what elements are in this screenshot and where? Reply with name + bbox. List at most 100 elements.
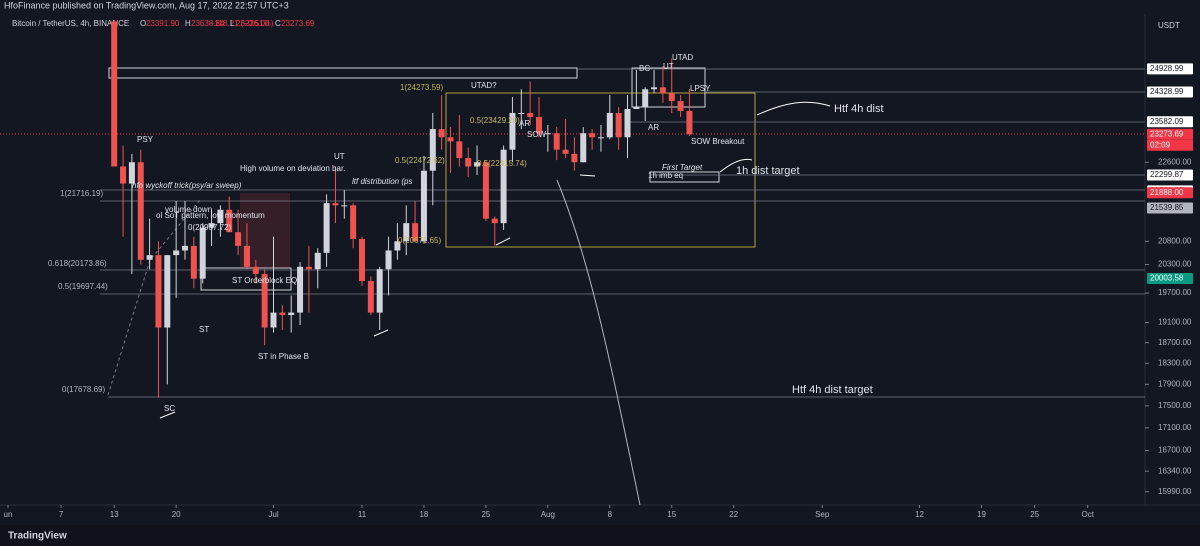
candle-body <box>217 209 224 224</box>
candle-body <box>527 112 534 117</box>
annotation: UTAD <box>672 53 693 62</box>
price-label: 21539.85 <box>1150 203 1184 212</box>
annotation: High volume on deviation bar. <box>240 164 345 173</box>
candle-body <box>314 252 321 270</box>
candle-body <box>597 137 604 139</box>
level-lines <box>100 68 1145 398</box>
arrow <box>159 174 596 419</box>
annotation: ltf distribution (ps <box>352 177 412 186</box>
price-label-box <box>1147 128 1193 140</box>
annotation: BC <box>639 64 650 73</box>
candle-body <box>137 162 144 260</box>
publish-note: HfoFinance published on TradingView.com,… <box>4 0 289 10</box>
x-tick-label: 11 <box>358 510 367 519</box>
countdown: 02:09 <box>1150 140 1171 149</box>
candle-body <box>438 129 445 138</box>
candle-body <box>491 218 498 224</box>
range-box <box>445 92 756 248</box>
x-tick-label: un <box>4 510 13 519</box>
annotation: 0.5(22415.74) <box>477 159 527 168</box>
x-tick-label: 20 <box>172 510 181 519</box>
candle-body <box>323 203 330 253</box>
annotation: 0(17678.69) <box>62 385 105 394</box>
candle-body <box>456 141 463 159</box>
candle-body <box>394 241 401 251</box>
zone-box <box>649 171 720 183</box>
price-label: 24328.99 <box>1150 87 1184 96</box>
price-label: 24928.99 <box>1150 64 1184 73</box>
x-tick-label: Aug <box>541 510 555 519</box>
candle-body <box>155 255 162 328</box>
annotation: SOW <box>527 130 547 139</box>
price-label-box <box>1147 272 1193 284</box>
candle-body <box>235 232 242 246</box>
candle-body <box>686 110 693 135</box>
candle-body <box>385 250 392 270</box>
candle-body <box>420 170 427 242</box>
x-tick-label: Oct <box>1081 510 1094 519</box>
legend-key: H <box>185 19 191 28</box>
candle-body <box>615 112 622 138</box>
candle-body <box>261 273 268 328</box>
candle-body <box>606 112 613 138</box>
candle-body <box>297 266 304 313</box>
candle-body <box>659 87 666 94</box>
candle-body <box>624 108 631 138</box>
candle-body <box>553 133 560 150</box>
annotation: 1h dist target <box>736 165 800 177</box>
y-tick-label: 17500.00 <box>1158 401 1192 410</box>
candle-body <box>173 250 180 256</box>
price-label-box <box>1147 86 1193 98</box>
candle-body <box>305 266 312 270</box>
candle-body <box>270 312 277 328</box>
candle-body <box>111 21 118 167</box>
candle-body <box>164 255 171 328</box>
x-tick-label: 7 <box>59 510 64 519</box>
y-tick-label: 19700.00 <box>1158 288 1192 297</box>
x-tick-label: 25 <box>481 510 490 519</box>
x-tick-label: 22 <box>729 510 738 519</box>
annotation: SOW Breakout <box>691 137 745 146</box>
candle-body <box>447 137 454 142</box>
symbol-title: Bitcoin / TetherUS, 4h, BINANCE <box>12 19 129 28</box>
y-tick-label: 20300.00 <box>1158 260 1192 269</box>
candle-body <box>500 149 507 224</box>
annotation: AR <box>648 123 659 132</box>
annotation: 0.5(23429.20) <box>470 116 520 125</box>
candle-body <box>589 133 596 138</box>
candle-body <box>571 153 578 163</box>
legend-key: L <box>230 19 235 28</box>
candle-body <box>465 158 472 167</box>
candle-body <box>544 133 551 135</box>
candle-body <box>580 133 587 163</box>
candle-body <box>226 209 233 233</box>
candle-body <box>482 162 489 219</box>
candle-body <box>243 245 250 267</box>
price-label: 23582.09 <box>1150 117 1184 126</box>
price-label-box <box>1147 63 1193 75</box>
annotation: ST <box>199 325 209 334</box>
candle-body <box>668 93 675 102</box>
zone-box <box>200 267 292 291</box>
candle-body <box>642 89 649 107</box>
y-tick-label: 16340.00 <box>1158 466 1192 475</box>
annotation: 1h imb eq <box>648 171 683 180</box>
y-tick-label: 17900.00 <box>1158 379 1192 388</box>
annotation: ol SoT pattern, low momentum <box>156 211 265 220</box>
candle-body <box>474 162 481 167</box>
annotation: 0.5(22472.62) <box>395 156 445 165</box>
candle-body <box>412 223 419 242</box>
y-tick-label: 18300.00 <box>1158 358 1192 367</box>
candle-body <box>536 116 542 134</box>
annotation: AR <box>519 119 530 128</box>
candle-body <box>182 245 188 251</box>
y-tick-label: 18700.00 <box>1158 338 1192 347</box>
trend-line <box>107 199 201 396</box>
candle-body <box>252 266 259 274</box>
candle-body <box>376 269 383 313</box>
y-tick-label: 15990.00 <box>1158 487 1192 496</box>
candle-body <box>359 239 365 282</box>
price-label: 22299.87 <box>1150 170 1184 179</box>
